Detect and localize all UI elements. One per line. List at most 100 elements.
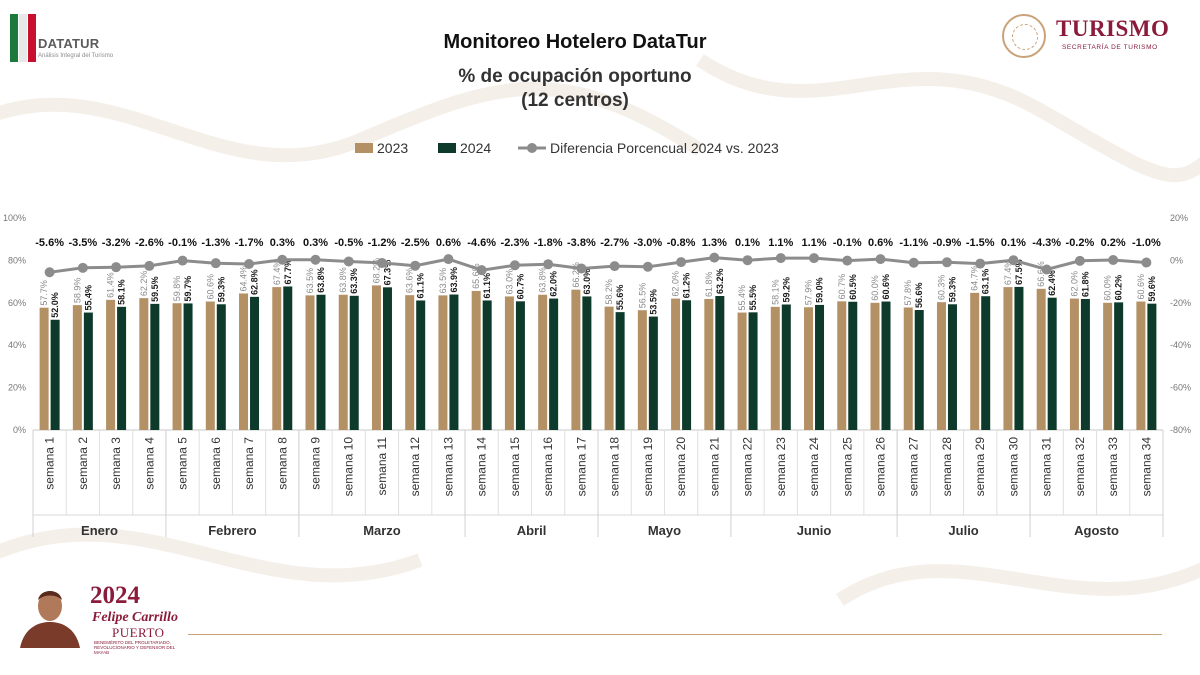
y-left-tick: 80% [8,255,26,265]
diff-label: 0.6% [436,237,461,249]
category-label: semana 8 [275,437,289,490]
legend-swatch-2023 [355,143,373,153]
chart-subtitle-2: (12 centros) [521,90,629,111]
bar-label-2024: 55.4% [83,285,93,311]
bar-label-2023: 60.6% [205,274,215,300]
diff-point [376,257,387,268]
bar-2024 [715,296,725,430]
bar-2024 [1014,286,1024,430]
category-label: semana 30 [1006,437,1020,497]
bar-2023 [936,302,946,430]
y-left-tick: 100% [3,213,26,223]
bar-2024 [515,301,525,430]
category-label: semana 7 [242,437,256,490]
bar-2023 [903,307,913,430]
bar-2024 [50,319,60,430]
diff-label: -0.1% [833,237,862,249]
chart-subtitle: % de ocupación oportuno [458,66,692,87]
category-label: semana 2 [76,437,90,490]
bar-2024 [1047,297,1057,430]
bar-label-2023: 66.2% [571,262,581,288]
bar-label-2023: 62.2% [139,271,149,297]
turismo-logo: TURISMO SECRETARÍA DE TURISMO [1002,14,1192,60]
diff-point [809,253,820,264]
diff-point [144,260,155,271]
portrait-icon [20,591,80,648]
diff-point [875,254,886,265]
bar-label-2023: 58.9% [72,278,82,304]
diff-label: 0.1% [1001,237,1026,249]
diff-point [975,258,986,269]
diff-label: -2.6% [135,237,164,249]
y-right-tick: 20% [1170,213,1188,223]
bar-label-2023: 60.0% [1103,275,1113,301]
chart-title: Monitoreo Hotelero DataTur [443,31,707,53]
bar-2024 [947,304,957,430]
bar-2023 [837,301,847,430]
bar-2023 [1136,301,1146,430]
diff-point [775,253,786,264]
month-label: Junio [797,523,832,538]
bar-2023 [1069,298,1079,430]
turismo-subtitle: SECRETARÍA DE TURISMO [1062,44,1158,51]
bar-label-2023: 60.7% [837,274,847,300]
bar-label-2023: 67.4% [1003,260,1013,286]
emblem-name-1: Felipe Carrillo [92,610,178,625]
diff-point [277,254,288,265]
bar-2024 [283,286,293,430]
category-label: semana 1 [43,437,57,490]
bar-2024 [914,310,924,430]
bar-2023 [471,290,481,430]
diff-label: -1.1% [899,237,928,249]
bar-2024 [316,294,326,430]
bar-2024 [216,304,226,430]
bar-label-2024: 59.3% [947,277,957,303]
diff-label: -1.5% [966,237,995,249]
diff-label: 1.1% [801,237,826,249]
bar-label-2024: 62.0% [549,271,559,297]
category-label: semana 14 [475,437,489,497]
emblem-year: 2024 [90,582,140,609]
bar-label-2023: 61.8% [704,271,714,297]
month-label: Agosto [1074,523,1119,538]
bar-label-2024: 63.2% [715,268,725,294]
bar-2023 [970,292,980,430]
diff-point [476,265,487,276]
category-label: semana 20 [674,437,688,497]
diff-point [77,262,88,273]
bar-2024 [549,298,559,430]
diff-label: -0.1% [168,237,197,249]
bar-label-2023: 63.8% [338,267,348,293]
bar-label-2024: 58.1% [117,279,127,305]
legend-label-1: 2024 [460,140,491,156]
bar-2024 [449,294,459,430]
bar-2023 [1003,287,1013,430]
y-right-tick: -20% [1170,298,1191,308]
diff-point [509,260,520,271]
bar-2024 [848,301,858,430]
datatur-name: DATATUR [38,36,100,51]
bar-2024 [150,303,160,430]
bar-2024 [648,316,658,430]
category-label: semana 28 [940,437,954,497]
bar-2023 [604,306,614,430]
bar-label-2023: 63.8% [538,267,548,293]
bar-label-2024: 61.2% [682,273,692,299]
bar-label-2023: 60.0% [870,275,880,301]
category-label: semana 32 [1073,437,1087,497]
bar-2023 [405,295,415,430]
bar-label-2024: 55.5% [748,285,758,311]
diff-point [842,255,853,266]
bar-2023 [571,289,581,430]
diff-series-line [49,256,1147,274]
month-label: Enero [81,523,118,538]
bar-label-2023: 56.5% [637,283,647,309]
category-label: semana 24 [807,437,821,497]
bar-2023 [737,312,747,430]
diff-label: -1.7% [235,237,264,249]
diff-point [343,256,354,267]
category-label: semana 12 [408,437,422,497]
category-label: semana 33 [1106,437,1120,497]
bar-2024 [1114,302,1124,430]
category-label: semana 16 [541,437,555,497]
